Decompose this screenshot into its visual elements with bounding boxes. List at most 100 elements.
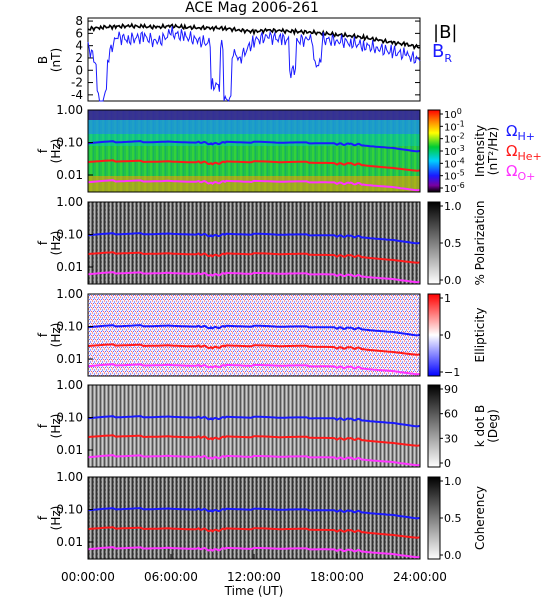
panel-frame [87,384,421,468]
colorbar-label-unit: (Deg) [486,409,500,443]
legend-omega-h-sub: H+ [517,130,535,143]
legend-omega-o-sub: O+ [517,170,535,183]
colorbar-tick-base: 10 [444,184,457,195]
x-axis-label: Time (UT) [224,584,284,598]
series-b-r [87,26,421,102]
panel-frame [87,17,421,102]
y-tick-label: 1.00 [56,287,83,301]
spectrogram-image [88,385,420,467]
panel-frame [87,201,421,285]
colorbar-tick-label: 1 [444,292,451,305]
y-label-unit: (Hz) [49,139,63,164]
x-tick-label: 06:00:00 [144,570,198,584]
curve-omega-he [87,434,421,447]
curve-omega-o [87,363,421,376]
y-label-main: f [36,423,50,428]
colorbar-tick-exponent: -3 [457,144,465,153]
legend-omega-o-symbol: Ω [506,162,517,180]
legend-b-r-sub: R [444,52,452,65]
curve-omega-h [87,415,421,428]
x-tick-label: 18:00:00 [310,570,364,584]
colorbar-tick-exponent: -1 [457,119,465,128]
spectrogram-image [88,477,420,559]
spectrogram-panels: 1.000.100.01f (Hz)10010-110-210-310-410-5… [36,103,500,562]
colorbar-tick-label: 60 [444,408,458,421]
spectrogram-mid-band [88,134,420,146]
y-label-unit: (Hz) [49,506,63,531]
legend-omega-h: ΩH+ [506,122,535,143]
y-tick-label: 1.00 [56,378,83,392]
y-tick-label: 0.01 [56,168,83,182]
series-group [87,22,421,102]
colorbar-tick-base: 10 [444,110,457,121]
colorbar-label: Intensity [473,125,487,177]
colorbar-tick-label: 100 [444,107,462,121]
legend-omega-o: ΩO+ [506,162,535,183]
y-tick-label: 0.10 [56,320,83,334]
colorbar-tick-exponent: -2 [457,132,465,141]
x-axis-ticks: 00:00:00 06:00:00 12:00:00 18:00:00 24:00:00 [61,554,447,584]
colorbar-tick-label: 30 [444,432,458,445]
legend-omega-he-sub: He+ [517,150,541,163]
colorbar-label: Ellipticity [473,308,487,363]
y-label-main: B [36,56,50,64]
curve-omega-he [87,159,421,172]
y-tick-label: 6 [75,26,83,40]
y-tick-label: 8 [75,14,83,28]
y-tick-label: 0.01 [56,443,83,457]
y-tick-label: 1.00 [56,103,83,117]
y-tick-label: 4 [75,39,83,53]
colorbar-tick-label: 0.0 [444,549,462,562]
spectrogram-image [88,294,420,376]
colorbar-label-unit: (nT²/Hz) [486,127,500,175]
curve-omega-he [87,526,421,539]
colorbar-tick-base: 10 [444,159,457,170]
colorbar [427,384,441,468]
curve-omega-o [87,271,421,284]
panel-ellipticity: 1.00 0.10 0.01 f (Hz) 1 0 −1 Ellipticity [36,287,487,379]
curve-omega-h [87,232,421,245]
y-tick-label: 2 [75,51,83,65]
colorbar [427,109,441,193]
colorbar-tick-exponent: -5 [457,169,465,178]
panel-intensity: 1.000.100.01f (Hz)10010-110-210-310-410-5… [36,103,500,195]
legend-omega-he-symbol: Ω [506,142,517,160]
legend-b-r: BR [432,41,452,65]
y-tick-label: -2 [71,76,83,90]
colorbar-tick-exponent: -4 [457,156,465,165]
colorbar-tick-base: 10 [444,135,457,146]
y-label-main: f [36,148,50,153]
curve-omega-h [87,324,421,337]
y-tick-label: 0.10 [56,411,83,425]
x-tick-label: 00:00:00 [61,570,115,584]
colorbar-tick-label: 90 [444,383,458,396]
colorbar-tick-label: 0.0 [444,274,462,287]
colorbar-tick-label: 10-2 [444,132,465,146]
spectrogram-upper-band [88,120,420,134]
y-tick-label: 0.10 [56,228,83,242]
y-tick-label: 1.00 [56,470,83,484]
figure-title: ACE Mag 2006-261 [185,0,319,16]
series-b-total [87,22,421,51]
curve-omega-h [87,507,421,520]
y-label-unit: (Hz) [49,323,63,348]
y-tick-label: 0.10 [56,136,83,150]
panel-polarization: 1.00 0.10 0.01 f (Hz) 1.0 0.5 0.0 % Polarization [36,195,487,287]
colorbar [427,293,441,377]
y-tick-label: 1.00 [56,195,83,209]
spectrogram-high-freq-band [88,110,420,120]
y-tick-label: 0.01 [56,535,83,549]
curve-omega-o [87,454,421,467]
legend-b-r-main: B [432,41,444,62]
curve-omega-h [87,140,421,153]
colorbar-tick-exponent: -6 [457,181,465,190]
colorbar-tick-exponent: 0 [457,107,462,116]
gyrofrequency-legend: ΩH+ ΩHe+ ΩO+ [506,122,542,183]
colorbar-tick-label: 10-6 [444,181,465,195]
colorbar-tick-label: 10-4 [444,156,465,170]
colorbar-tick-label: 1.0 [444,475,462,488]
curve-omega-he [87,343,421,356]
curve-omega-he [87,251,421,264]
